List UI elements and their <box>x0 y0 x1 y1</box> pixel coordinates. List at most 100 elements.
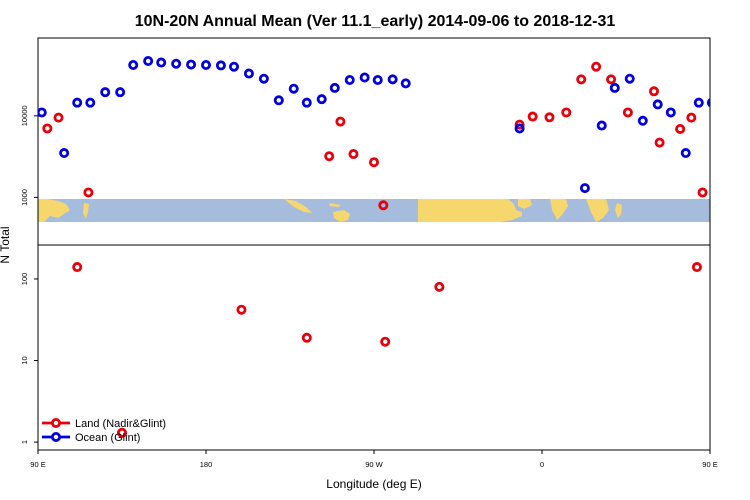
ocean-point <box>359 72 370 83</box>
ocean-point <box>200 59 211 70</box>
ocean-point <box>85 97 96 108</box>
legend-ocean-marker <box>51 431 62 442</box>
world-map-strip <box>38 199 710 222</box>
x-tick-label: 0 <box>540 460 544 469</box>
map-land-philippines <box>615 203 622 218</box>
land-point <box>368 157 379 168</box>
land-point <box>378 200 389 211</box>
land-point <box>236 304 247 315</box>
plot-frame <box>37 37 711 451</box>
land-point <box>606 74 617 85</box>
y-tick-label: 1 <box>20 440 29 444</box>
land-point <box>527 111 538 122</box>
ocean-point <box>514 123 525 134</box>
map-land-asia <box>38 199 70 222</box>
land-point <box>335 116 346 127</box>
ocean-point <box>624 73 635 84</box>
x-axis-label: Longitude (deg E) <box>326 477 421 491</box>
x-tick-label: 180 <box>200 460 213 469</box>
x-tick-label: 90 W <box>365 460 383 469</box>
land-point <box>654 137 665 148</box>
map-land-southeast-asia <box>586 199 609 222</box>
land-point <box>324 151 335 162</box>
ocean-point <box>637 115 648 126</box>
land-point <box>576 74 587 85</box>
land-point <box>686 112 697 123</box>
ocean-point <box>156 57 167 68</box>
ocean-point <box>372 74 383 85</box>
y-tick-label: 100 <box>20 273 29 286</box>
ocean-point <box>736 89 743 96</box>
legend-ocean-label: Ocean (Glint) <box>75 432 140 444</box>
ocean-point <box>344 74 355 85</box>
ocean-point <box>171 58 182 69</box>
ocean-point <box>579 183 590 194</box>
chart-title: 10N-20N Annual Mean (Ver 11.1_early) 201… <box>135 13 616 30</box>
legend-land-label: Land (Nadir&Glint) <box>75 418 166 430</box>
ocean-point <box>680 148 691 159</box>
ocean-point <box>273 95 284 106</box>
ocean-point <box>128 59 139 70</box>
ocean-point <box>288 83 299 94</box>
land-point <box>514 119 525 130</box>
ocean-point <box>143 56 154 67</box>
y-axis-label: N Total <box>0 226 12 263</box>
land-point <box>348 149 359 160</box>
land-point <box>675 123 686 134</box>
ocean-point <box>59 148 70 159</box>
land-point <box>691 262 702 273</box>
ocean-point <box>186 59 197 70</box>
land-point <box>434 281 445 292</box>
land-point <box>544 112 555 123</box>
y-axis: 1 10 100 1000 10000 <box>20 105 38 444</box>
ocean-point <box>301 97 312 108</box>
legend-land-marker <box>51 417 62 428</box>
ocean-point <box>228 61 239 72</box>
land-point <box>117 427 128 438</box>
y-tick-label: 10000 <box>20 105 29 126</box>
land-point <box>301 332 312 343</box>
map-ocean-band <box>38 199 710 222</box>
ocean-point <box>258 73 269 84</box>
ocean-point <box>693 97 704 108</box>
ocean-point <box>723 89 730 96</box>
map-land-caribbean <box>329 203 341 207</box>
land-point <box>83 187 94 198</box>
land-point <box>649 86 660 97</box>
land-point <box>697 187 708 198</box>
ocean-point <box>115 87 126 98</box>
ocean-point <box>243 68 254 79</box>
x-tick-label: 90 E <box>30 460 45 469</box>
map-land-india <box>550 199 568 220</box>
ocean-point <box>387 74 398 85</box>
ocean-point <box>596 120 607 131</box>
x-tick-label: 90 E <box>702 460 717 469</box>
x-axis: 90 E 180 90 W 0 90 E <box>30 450 718 469</box>
map-land-arabia <box>518 199 532 209</box>
ocean-point <box>706 98 710 108</box>
ocean-point <box>72 97 83 108</box>
ocean-point <box>665 107 676 118</box>
ocean-point <box>215 60 226 71</box>
y-tick-label: 1000 <box>20 189 29 206</box>
land-point <box>561 107 572 118</box>
ocean-point <box>329 82 340 93</box>
ocean-point <box>609 82 620 93</box>
map-land-africa <box>418 199 522 222</box>
ocean-point <box>38 107 47 118</box>
ocean-point <box>316 94 327 105</box>
legend: Land (Nadir&Glint) Ocean (Glint) <box>42 417 166 444</box>
land-point <box>72 262 83 273</box>
land-point <box>53 112 64 123</box>
ocean-point <box>400 78 411 89</box>
ocean-point <box>652 99 663 110</box>
data-points <box>38 56 743 438</box>
land-point <box>734 429 741 436</box>
map-land-island <box>83 203 89 219</box>
map-land-mexico <box>284 199 312 213</box>
ocean-point <box>100 87 111 98</box>
land-point <box>591 61 602 72</box>
land-point <box>380 336 391 347</box>
land-point <box>42 123 53 134</box>
